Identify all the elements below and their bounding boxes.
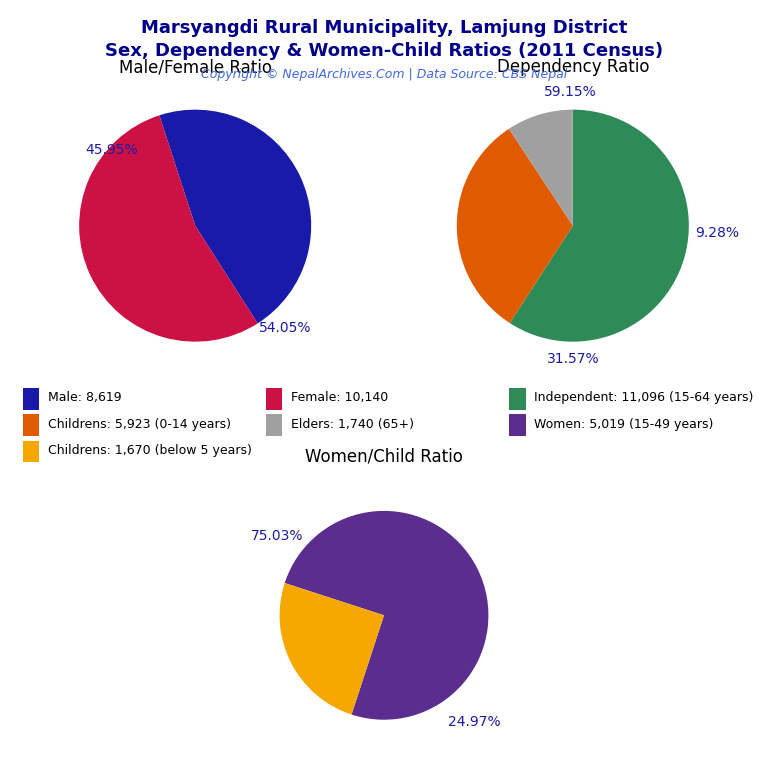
Title: Women/Child Ratio: Women/Child Ratio xyxy=(305,448,463,466)
Text: Marsyangdi Rural Municipality, Lamjung District: Marsyangdi Rural Municipality, Lamjung D… xyxy=(141,19,627,37)
Text: 24.97%: 24.97% xyxy=(448,714,501,729)
Text: 45.95%: 45.95% xyxy=(85,143,137,157)
Text: Sex, Dependency & Women-Child Ratios (2011 Census): Sex, Dependency & Women-Child Ratios (20… xyxy=(105,42,663,60)
Bar xyxy=(266,414,283,436)
Wedge shape xyxy=(159,110,311,323)
Text: Women: 5,019 (15-49 years): Women: 5,019 (15-49 years) xyxy=(535,418,713,431)
Text: 75.03%: 75.03% xyxy=(250,529,303,543)
Text: Male: 8,619: Male: 8,619 xyxy=(48,392,121,405)
Wedge shape xyxy=(280,583,384,714)
Bar xyxy=(509,388,525,409)
Text: 59.15%: 59.15% xyxy=(544,84,597,99)
Title: Male/Female Ratio: Male/Female Ratio xyxy=(119,58,272,76)
Text: Independent: 11,096 (15-64 years): Independent: 11,096 (15-64 years) xyxy=(535,392,753,405)
Text: Female: 10,140: Female: 10,140 xyxy=(291,392,389,405)
Wedge shape xyxy=(79,115,257,342)
Bar xyxy=(23,441,39,462)
Text: Childrens: 5,923 (0-14 years): Childrens: 5,923 (0-14 years) xyxy=(48,418,231,431)
Bar xyxy=(509,414,525,436)
Wedge shape xyxy=(285,511,488,720)
Wedge shape xyxy=(457,129,573,323)
Bar xyxy=(23,414,39,436)
Text: 9.28%: 9.28% xyxy=(694,227,739,240)
Text: Copyright © NepalArchives.Com | Data Source: CBS Nepal: Copyright © NepalArchives.Com | Data Sou… xyxy=(201,68,567,81)
Text: Childrens: 1,670 (below 5 years): Childrens: 1,670 (below 5 years) xyxy=(48,444,252,457)
Text: 31.57%: 31.57% xyxy=(548,352,600,366)
Bar xyxy=(266,388,283,409)
Wedge shape xyxy=(509,110,573,226)
Text: Elders: 1,740 (65+): Elders: 1,740 (65+) xyxy=(291,418,414,431)
Wedge shape xyxy=(510,110,689,342)
Bar xyxy=(23,388,39,409)
Text: 54.05%: 54.05% xyxy=(259,321,312,336)
Title: Dependency Ratio: Dependency Ratio xyxy=(497,58,649,76)
